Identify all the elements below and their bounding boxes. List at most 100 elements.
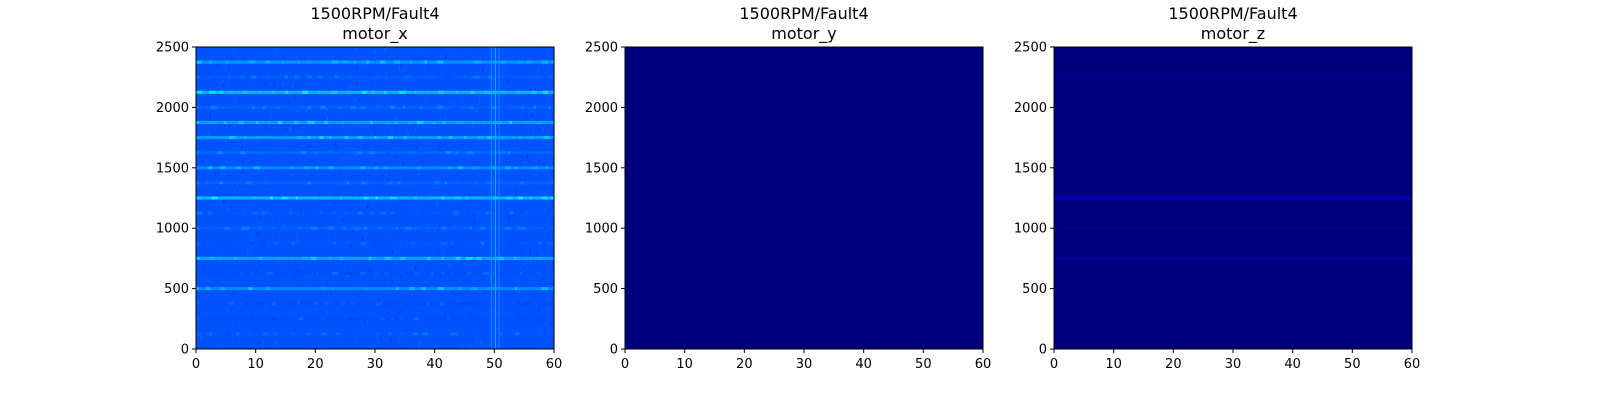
noise-cell — [330, 77, 332, 82]
noise-cell — [438, 244, 440, 247]
noise-cell — [496, 52, 498, 57]
harmonic-band-dash — [221, 241, 225, 245]
harmonic-band-dash — [390, 196, 397, 200]
noise-cell — [400, 139, 403, 145]
noise-cell — [258, 312, 260, 316]
noise-cell — [251, 103, 253, 106]
noise-cell — [247, 217, 250, 220]
harmonic-band-dash — [517, 90, 520, 94]
harmonic-band-dash — [196, 196, 202, 200]
harmonic-band-dash — [541, 60, 548, 64]
harmonic-band-dash — [354, 196, 357, 200]
noise-cell — [429, 335, 431, 338]
noise-cell — [207, 192, 209, 194]
harmonic-band-dash — [276, 256, 280, 260]
noise-cell — [274, 206, 276, 210]
noise-cell — [270, 111, 272, 116]
harmonic-band-dash — [336, 332, 341, 336]
noise-cell — [514, 149, 516, 153]
noise-cell — [465, 186, 468, 190]
harmonic-band-dash — [242, 90, 249, 94]
y-tick-label: 2500 — [585, 41, 618, 56]
noise-cell — [228, 145, 230, 148]
harmonic-band-dash — [475, 211, 482, 215]
harmonic-band-dash — [403, 136, 407, 140]
harmonic-band-dash — [258, 256, 263, 260]
harmonic-band-dash — [208, 166, 213, 170]
noise-cell — [530, 110, 532, 113]
harmonic-band-dash — [294, 75, 300, 79]
harmonic-band-dash — [360, 105, 367, 109]
noise-cell — [313, 336, 315, 339]
harmonic-band-dash — [410, 181, 415, 185]
noise-cell — [197, 146, 199, 151]
noise-cell — [320, 214, 322, 216]
noise-cell — [395, 116, 397, 121]
harmonic-band-dash — [236, 332, 240, 336]
noise-cell — [545, 230, 547, 233]
harmonic-band-dash — [483, 272, 490, 275]
noise-cell — [237, 98, 239, 104]
noise-cell — [235, 338, 237, 343]
noise-cell — [237, 256, 239, 258]
harmonic-band-dash — [527, 332, 533, 336]
noise-cell — [295, 270, 297, 272]
harmonic-band-dash — [337, 105, 343, 109]
noise-cell — [537, 125, 539, 131]
noise-cell — [529, 63, 531, 66]
harmonic-band-dash — [290, 181, 293, 185]
transient-line — [490, 47, 492, 349]
noise-cell — [334, 202, 336, 206]
noise-cell — [531, 117, 533, 121]
harmonic-band-dash — [281, 60, 285, 64]
harmonic-band-dash — [381, 241, 385, 245]
noise-cell — [352, 85, 354, 88]
noise-cell — [267, 214, 269, 218]
harmonic-band-dash — [210, 105, 217, 109]
noise-cell — [385, 94, 387, 97]
noise-cell — [503, 306, 505, 308]
harmonic-band-dash — [413, 75, 417, 79]
harmonic-band-dash — [448, 287, 455, 291]
noise-cell — [218, 234, 220, 237]
harmonic-band-dash — [552, 136, 554, 140]
harmonic-band-dash — [379, 60, 386, 64]
noise-cell — [410, 83, 412, 87]
harmonic-band-dash — [409, 60, 412, 64]
noise-cell — [527, 325, 529, 330]
noise-cell — [384, 81, 386, 83]
noise-cell — [327, 268, 329, 272]
noise-cell — [543, 162, 545, 167]
noise-cell — [380, 276, 382, 278]
noise-cell — [287, 144, 289, 148]
noise-cell — [328, 207, 330, 212]
harmonic-band-dash — [397, 181, 402, 185]
harmonic-band-dash — [331, 60, 339, 64]
noise-cell — [230, 309, 232, 311]
noise-cell — [351, 237, 353, 241]
harmonic-band-dash — [399, 241, 402, 245]
noise-cell — [344, 216, 346, 219]
harmonic-band — [196, 272, 554, 275]
noise-cell — [428, 228, 430, 233]
harmonic-band-dash — [291, 241, 296, 245]
noise-cell — [388, 292, 390, 294]
harmonic-band-dash — [238, 241, 242, 245]
harmonic-band-dash — [536, 121, 542, 124]
noise-cell — [374, 160, 376, 165]
harmonic-band-dash — [301, 151, 307, 155]
noise-cell — [378, 187, 380, 193]
harmonic-band-dash — [349, 302, 356, 306]
noise-cell — [217, 344, 219, 346]
noise-cell — [360, 327, 362, 332]
noise-cell — [216, 334, 218, 338]
harmonic-band-dash — [469, 226, 472, 230]
noise-cell — [501, 199, 503, 201]
harmonic-band-dash — [255, 151, 262, 155]
noise-cell — [211, 110, 213, 112]
harmonic-band-dash — [416, 151, 422, 155]
noise-cell — [537, 152, 539, 157]
harmonic-band-dash — [269, 136, 273, 140]
harmonic-band-dash — [488, 75, 493, 79]
noise-cell — [421, 231, 424, 234]
